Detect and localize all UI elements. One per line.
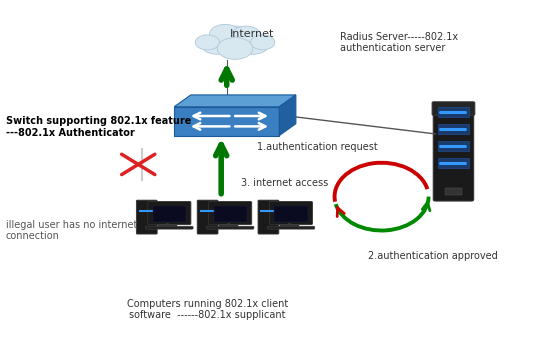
Polygon shape [174, 107, 279, 136]
Text: 3. internet access: 3. internet access [241, 178, 328, 188]
Circle shape [232, 26, 260, 44]
FancyBboxPatch shape [438, 141, 469, 151]
Circle shape [217, 38, 253, 59]
Text: Switch supporting 802.1x feature
---802.1x Authenticator: Switch supporting 802.1x feature ---802.… [6, 116, 191, 138]
Circle shape [201, 34, 234, 54]
Circle shape [210, 24, 241, 43]
Circle shape [195, 35, 220, 50]
FancyBboxPatch shape [438, 158, 469, 168]
Text: 2.authentication approved: 2.authentication approved [368, 251, 498, 261]
FancyBboxPatch shape [269, 201, 312, 225]
FancyBboxPatch shape [197, 200, 218, 234]
FancyBboxPatch shape [438, 107, 469, 117]
Text: Computers running 802.1x client
software  ------802.1x supplicant: Computers running 802.1x client software… [127, 299, 288, 320]
Polygon shape [174, 95, 296, 107]
FancyBboxPatch shape [153, 206, 186, 222]
FancyBboxPatch shape [258, 200, 279, 234]
Polygon shape [279, 95, 296, 136]
Text: Internet: Internet [229, 29, 274, 39]
FancyBboxPatch shape [438, 124, 469, 134]
Text: Radius Server-----802.1x
authentication server: Radius Server-----802.1x authentication … [340, 32, 458, 53]
Circle shape [236, 34, 269, 54]
Text: 1.authentication request: 1.authentication request [257, 142, 378, 153]
FancyBboxPatch shape [267, 226, 315, 229]
FancyBboxPatch shape [206, 226, 254, 229]
FancyBboxPatch shape [274, 206, 307, 222]
Text: illegal user has no internet
connection: illegal user has no internet connection [6, 220, 137, 241]
FancyBboxPatch shape [432, 102, 474, 115]
Circle shape [213, 26, 257, 53]
Circle shape [251, 35, 275, 50]
FancyBboxPatch shape [213, 206, 247, 222]
FancyBboxPatch shape [148, 201, 191, 225]
FancyBboxPatch shape [145, 226, 193, 229]
FancyBboxPatch shape [433, 103, 473, 201]
FancyBboxPatch shape [208, 201, 252, 225]
FancyBboxPatch shape [445, 188, 462, 195]
FancyBboxPatch shape [137, 200, 157, 234]
